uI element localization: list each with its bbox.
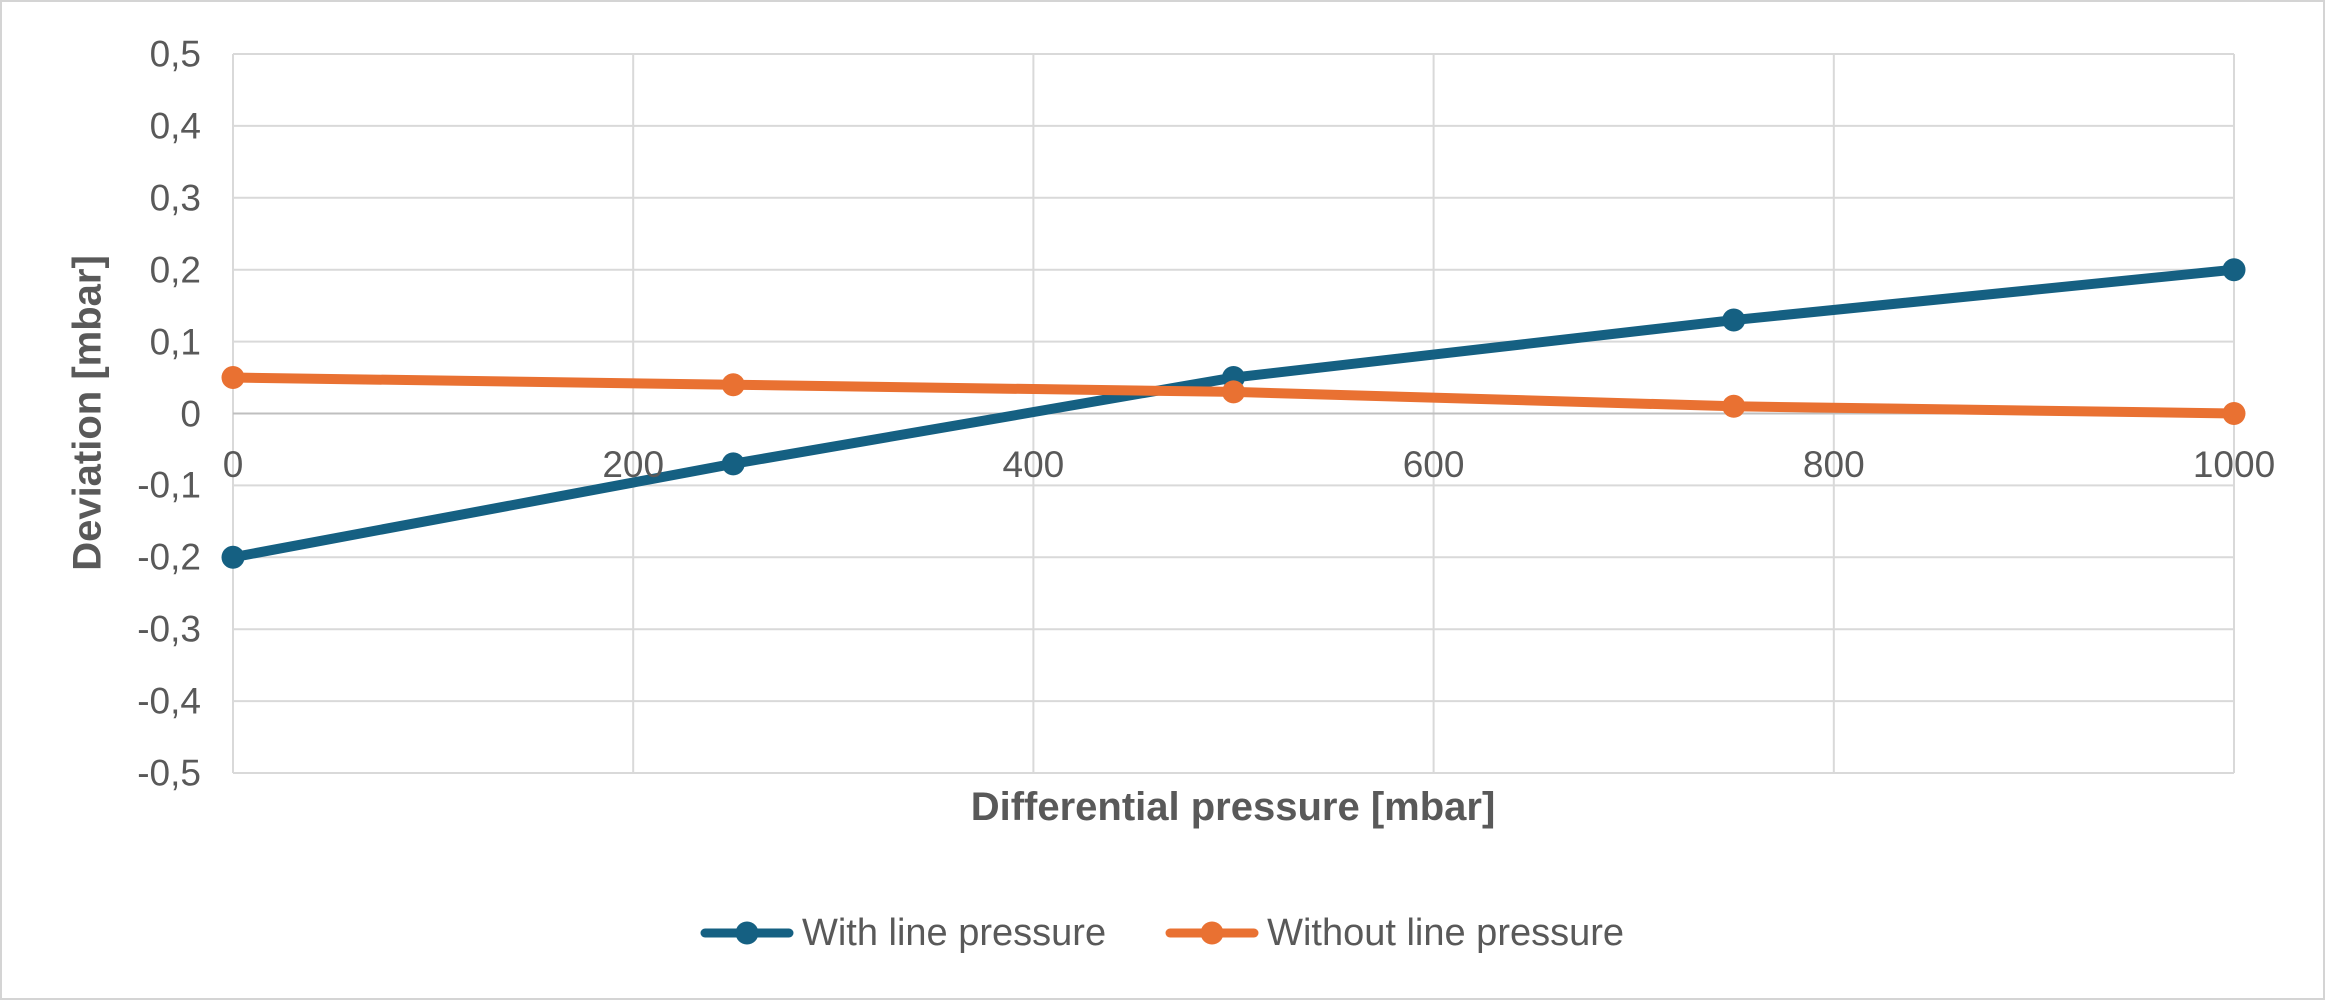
data-point-series-2	[221, 366, 245, 390]
legend-marker-dot	[1200, 921, 1224, 945]
y-tick-label: 0	[180, 393, 201, 434]
data-point-series-2	[721, 373, 745, 397]
y-tick-label: 0,3	[149, 177, 201, 219]
legend-marker-with-line-pressure	[700, 921, 794, 945]
data-point-series-1	[1722, 308, 1746, 332]
x-tick-label: 600	[1402, 444, 1465, 485]
legend-marker-without-line-pressure	[1165, 921, 1259, 945]
data-point-series-2	[1222, 380, 1245, 404]
data-point-series-2	[2222, 402, 2246, 425]
legend-label-without-line-pressure: Without line pressure	[1267, 911, 1625, 954]
y-tick-label: 0,5	[149, 33, 201, 75]
y-tick-label: -0,2	[137, 536, 201, 578]
legend-marker-dot	[735, 921, 759, 945]
y-axis-title: Deviation [mbar]	[65, 255, 110, 571]
data-point-series-1	[721, 452, 745, 476]
legend: With line pressure Without line pressure	[2, 905, 2323, 961]
y-tick-label: -0,4	[137, 680, 201, 722]
legend-item-without-line-pressure: Without line pressure	[1165, 911, 1625, 955]
x-tick-label: 400	[1002, 444, 1065, 485]
legend-item-with-line-pressure: With line pressure	[700, 911, 1107, 955]
data-point-series-2	[1722, 394, 1746, 418]
y-tick-label: 0,2	[149, 249, 201, 291]
plot-area	[221, 53, 2246, 774]
y-tick-label: -0,3	[137, 608, 201, 650]
y-tick-label: 0,4	[149, 105, 201, 147]
y-tick-label: 0,1	[149, 321, 201, 363]
x-tick-label: 800	[1802, 444, 1865, 485]
y-tick-label: -0,1	[137, 464, 201, 506]
data-point-series-1	[221, 545, 245, 569]
data-point-series-1	[2222, 258, 2246, 282]
x-axis-title: Differential pressure [mbar]	[970, 785, 1496, 829]
y-tick-label: -0,5	[137, 752, 201, 794]
x-tick-label: 1000	[2192, 444, 2276, 485]
chart-plot-svg	[221, 53, 2246, 774]
x-tick-label: 0	[222, 444, 244, 485]
x-tick-label: 200	[602, 444, 665, 485]
legend-label-with-line-pressure: With line pressure	[801, 911, 1107, 954]
